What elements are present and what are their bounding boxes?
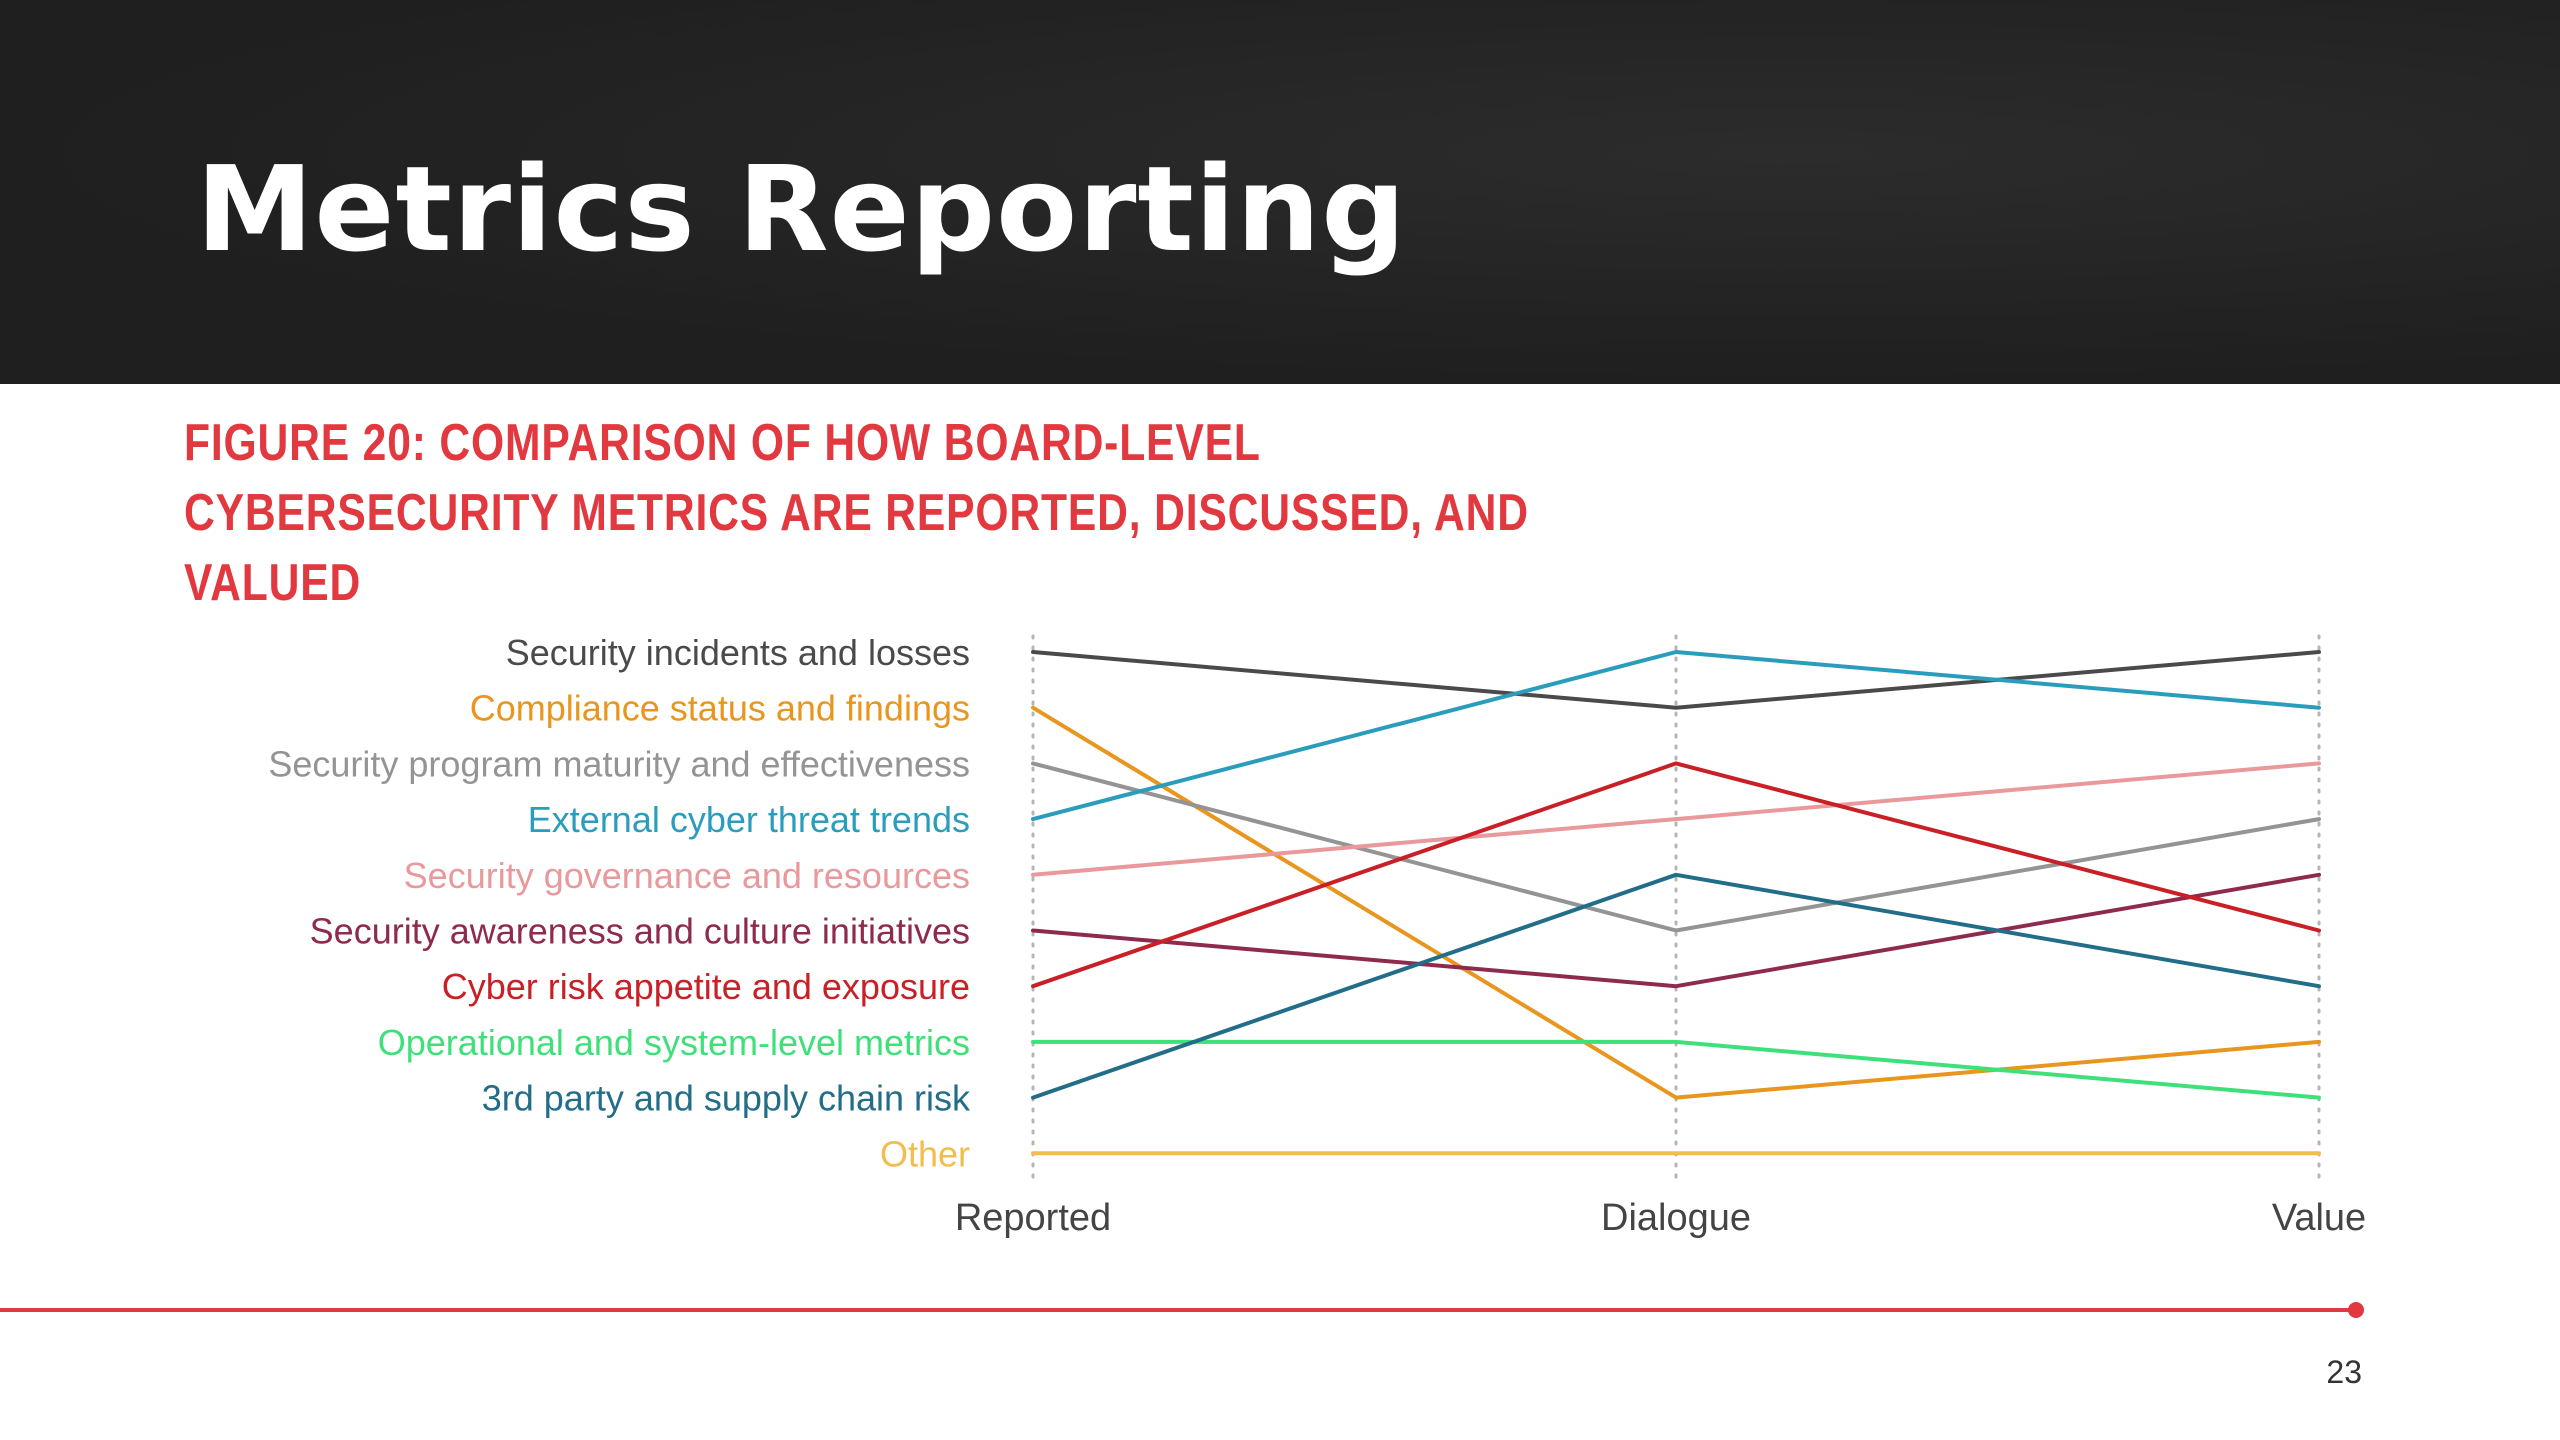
x-tick-label-dialogue: Dialogue bbox=[1601, 1197, 1751, 1239]
series-line-9 bbox=[1031, 872, 2321, 1100]
x-tick-label-value: Value bbox=[2272, 1197, 2366, 1239]
series-label-6: Security awareness and culture initiativ… bbox=[310, 911, 970, 952]
series-line-4 bbox=[1031, 650, 2321, 822]
series-label-9: 3rd party and supply chain risk bbox=[482, 1078, 971, 1119]
series-line-8 bbox=[1031, 1039, 2321, 1100]
figure-caption: Figure 20: Comparison of how board-level… bbox=[184, 414, 1529, 612]
series-line-5 bbox=[1031, 761, 2321, 877]
series-line-6 bbox=[1031, 872, 2321, 989]
series-line-3 bbox=[1031, 761, 2321, 933]
page-number: 23 bbox=[2326, 1354, 2362, 1390]
series-label-1: Security incidents and losses bbox=[506, 632, 970, 673]
series-label-3: Security program maturity and effectiven… bbox=[268, 743, 970, 784]
slide-header: Metrics Reporting bbox=[0, 0, 2560, 384]
series-line-1 bbox=[1031, 650, 2321, 710]
series-label-7: Cyber risk appetite and exposure bbox=[442, 966, 970, 1007]
slide-title: Metrics Reporting bbox=[196, 140, 1407, 278]
series-label-8: Operational and system-level metrics bbox=[378, 1022, 970, 1063]
series-label-2: Compliance status and findings bbox=[470, 688, 970, 729]
series-line-2 bbox=[1031, 705, 2321, 1100]
series-line-7 bbox=[1031, 761, 2321, 989]
footer-divider-dot bbox=[2348, 1302, 2364, 1318]
footer-divider bbox=[0, 1308, 2356, 1312]
x-tick-label-reported: Reported bbox=[955, 1197, 1111, 1239]
series-label-5: Security governance and resources bbox=[404, 855, 970, 896]
series-label-10: Other bbox=[880, 1133, 970, 1174]
series-label-4: External cyber threat trends bbox=[528, 799, 970, 840]
